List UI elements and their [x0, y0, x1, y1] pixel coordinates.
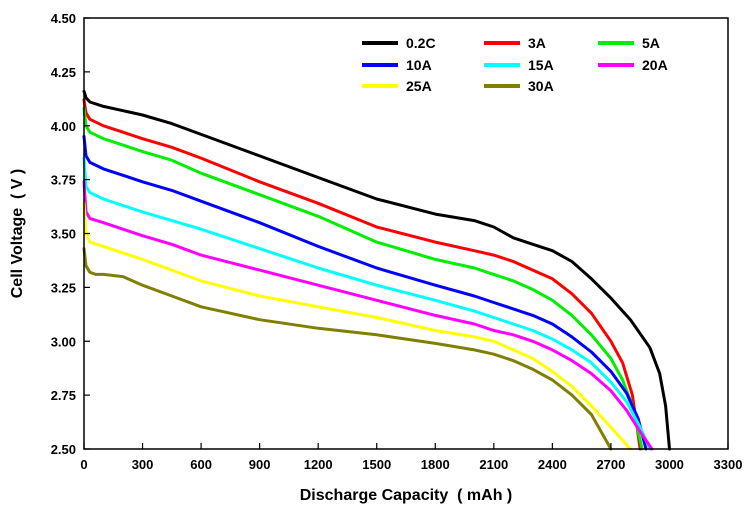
series-line-30a — [82, 247, 613, 451]
series-layer — [82, 89, 671, 451]
x-tick-label: 1200 — [304, 457, 333, 472]
x-tick-label: 3000 — [655, 457, 684, 472]
legend-label: 25A — [406, 78, 432, 94]
y-tick-label: 4.00 — [51, 119, 76, 134]
y-tick-label: 3.25 — [51, 280, 76, 295]
series-line-02c — [82, 89, 671, 451]
series-line-25a — [82, 201, 632, 451]
legend-label: 0.2C — [406, 35, 436, 51]
x-tick-label: 2700 — [596, 457, 625, 472]
y-tick-label: 2.75 — [51, 388, 76, 403]
legend-label: 3A — [528, 35, 546, 51]
legend-label: 5A — [642, 35, 660, 51]
series-line-3a — [82, 98, 642, 451]
legend-label: 10A — [406, 57, 432, 73]
x-tick-label: 600 — [190, 457, 212, 472]
series-line-10a — [82, 135, 648, 451]
series-line-20a — [82, 180, 654, 451]
ticks-layer: 0 300 600 900 1200 1500 1800 2100 2400 2700 3000 33… — [51, 11, 743, 472]
x-tick-label: 900 — [249, 457, 271, 472]
legend-label: 30A — [528, 78, 554, 94]
legend-label: 20A — [642, 57, 668, 73]
legend: 0.2C 3A 5A 10A 15A 20A 25A 30A — [362, 35, 668, 94]
x-tick-label: 2400 — [538, 457, 567, 472]
x-tick-label: 1800 — [421, 457, 450, 472]
x-tick-label: 300 — [132, 457, 154, 472]
x-tick-label: 2100 — [479, 457, 508, 472]
y-tick-label: 3.00 — [51, 334, 76, 349]
x-axis-title: Discharge Capacity ( mAh ) — [300, 487, 513, 504]
x-tick-label: 1500 — [362, 457, 391, 472]
x-tick-label: 3300 — [714, 457, 743, 472]
series-line-5a — [82, 107, 644, 451]
y-tick-label: 3.75 — [51, 173, 76, 188]
x-tick-label: 0 — [80, 457, 87, 472]
y-axis-title: Cell Voltage ( V ) — [9, 169, 26, 299]
series-line-15a — [82, 156, 652, 451]
y-tick-label: 4.25 — [51, 65, 76, 80]
y-tick-label: 4.50 — [51, 11, 76, 26]
y-tick-label: 2.50 — [51, 442, 76, 457]
y-tick-label: 3.50 — [51, 227, 76, 242]
legend-label: 15A — [528, 57, 554, 73]
